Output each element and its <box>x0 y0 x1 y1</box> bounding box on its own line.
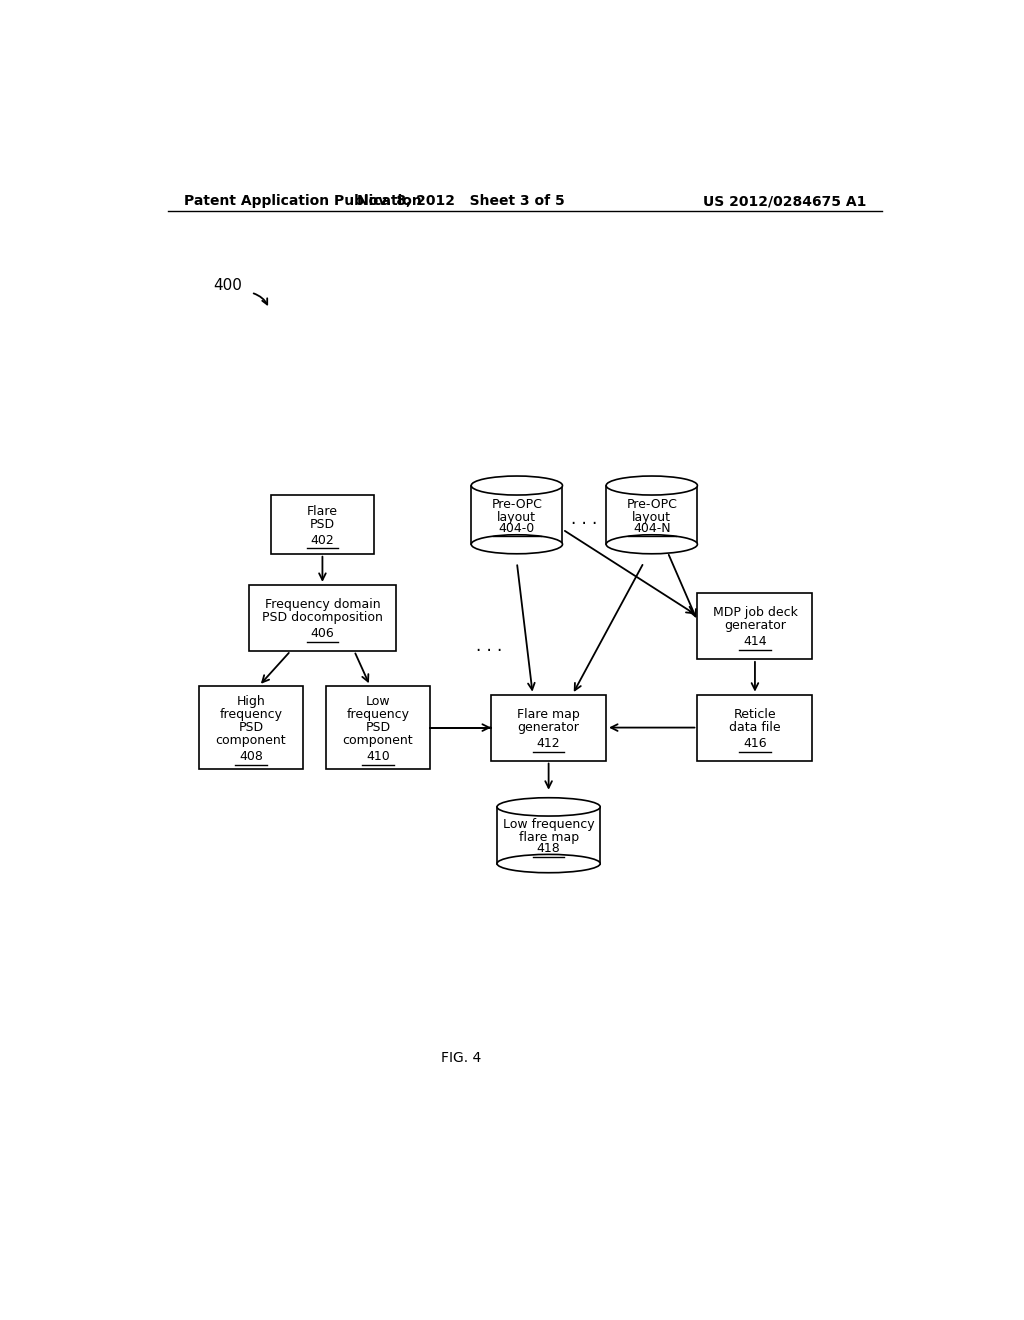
Text: High: High <box>237 694 265 708</box>
Text: 414: 414 <box>743 635 767 648</box>
Text: PSD: PSD <box>366 721 390 734</box>
Text: 404-0: 404-0 <box>499 521 535 535</box>
FancyBboxPatch shape <box>697 694 812 760</box>
Text: Patent Application Publication: Patent Application Publication <box>183 194 421 209</box>
Text: Nov. 8, 2012   Sheet 3 of 5: Nov. 8, 2012 Sheet 3 of 5 <box>357 194 565 209</box>
Text: . . .: . . . <box>476 638 502 655</box>
FancyArrowPatch shape <box>254 293 267 305</box>
Text: 410: 410 <box>367 750 390 763</box>
Text: layout: layout <box>498 511 537 524</box>
Text: flare map: flare map <box>518 832 579 845</box>
Ellipse shape <box>497 854 600 873</box>
Text: generator: generator <box>518 721 580 734</box>
Text: 418: 418 <box>537 842 560 855</box>
FancyBboxPatch shape <box>471 486 562 544</box>
Text: PSD docomposition: PSD docomposition <box>262 611 383 624</box>
Text: 404-N: 404-N <box>633 521 671 535</box>
Text: PSD: PSD <box>239 721 263 734</box>
Text: generator: generator <box>724 619 785 632</box>
FancyBboxPatch shape <box>492 694 606 760</box>
Ellipse shape <box>606 477 697 495</box>
Ellipse shape <box>471 535 562 554</box>
FancyBboxPatch shape <box>697 593 812 659</box>
Text: layout: layout <box>632 511 672 524</box>
Ellipse shape <box>606 535 697 554</box>
Text: component: component <box>216 734 287 747</box>
Text: Pre-OPC: Pre-OPC <box>627 498 677 511</box>
Text: 402: 402 <box>310 533 334 546</box>
Text: frequency: frequency <box>219 708 283 721</box>
Text: 408: 408 <box>239 750 263 763</box>
FancyBboxPatch shape <box>327 686 430 770</box>
FancyBboxPatch shape <box>200 686 303 770</box>
Text: Pre-OPC: Pre-OPC <box>492 498 543 511</box>
Text: PSD: PSD <box>310 517 335 531</box>
Ellipse shape <box>471 477 562 495</box>
Text: Flare: Flare <box>307 504 338 517</box>
Text: 400: 400 <box>213 279 242 293</box>
Text: . . .: . . . <box>571 511 597 528</box>
Text: US 2012/0284675 A1: US 2012/0284675 A1 <box>702 194 866 209</box>
Ellipse shape <box>497 797 600 816</box>
Text: MDP job deck: MDP job deck <box>713 606 798 619</box>
Text: 416: 416 <box>743 737 767 750</box>
FancyBboxPatch shape <box>270 495 374 554</box>
Text: Reticle: Reticle <box>733 708 776 721</box>
Text: Flare map: Flare map <box>517 708 580 721</box>
FancyBboxPatch shape <box>249 585 396 651</box>
Text: data file: data file <box>729 721 780 734</box>
Text: frequency: frequency <box>346 708 410 721</box>
Text: Low frequency: Low frequency <box>503 818 594 832</box>
Text: Low: Low <box>366 694 390 708</box>
Text: component: component <box>343 734 414 747</box>
FancyBboxPatch shape <box>497 807 600 863</box>
FancyBboxPatch shape <box>606 486 697 544</box>
Text: FIG. 4: FIG. 4 <box>441 1051 481 1065</box>
Text: 412: 412 <box>537 737 560 750</box>
Text: 406: 406 <box>310 627 334 640</box>
Text: Frequency domain: Frequency domain <box>264 598 380 611</box>
